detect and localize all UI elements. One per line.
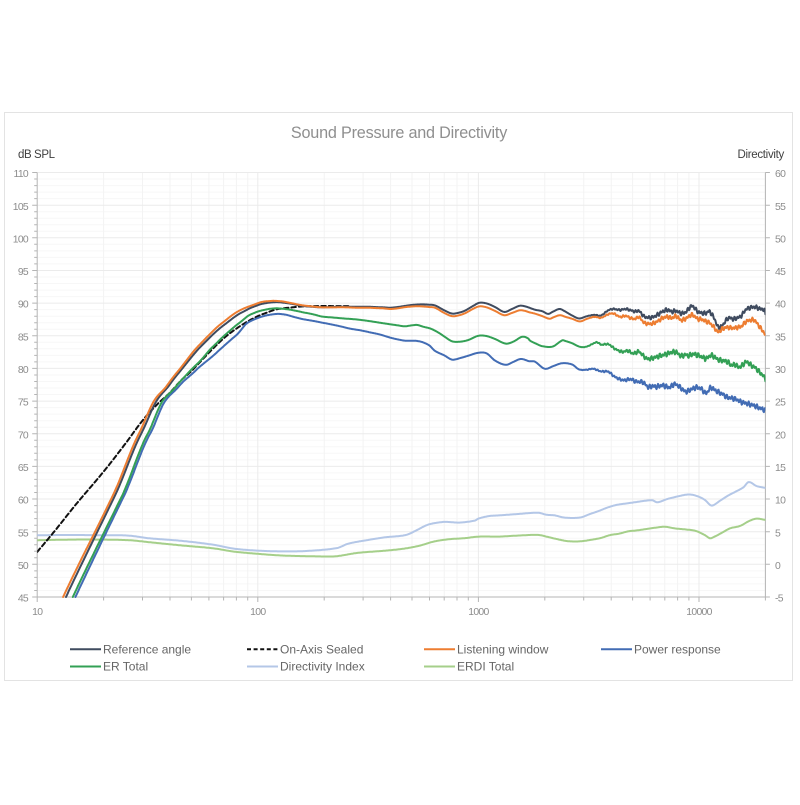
svg-text:60: 60 [18,496,29,507]
svg-text:80: 80 [18,365,29,376]
svg-text:35: 35 [775,332,786,343]
svg-text:45: 45 [18,594,29,605]
svg-text:30: 30 [775,365,786,376]
svg-text:75: 75 [18,398,29,409]
svg-text:dB SPL: dB SPL [18,149,56,161]
svg-text:5: 5 [775,528,781,539]
svg-text:0: 0 [775,561,781,572]
svg-text:ERDI Total: ERDI Total [457,660,514,674]
svg-text:Directivity: Directivity [737,149,784,161]
svg-text:45: 45 [775,267,786,278]
svg-text:50: 50 [775,234,786,245]
svg-text:15: 15 [775,463,786,474]
svg-text:90: 90 [18,300,29,311]
svg-text:1000: 1000 [468,607,489,618]
svg-text:Power response: Power response [634,642,721,656]
svg-text:100: 100 [250,607,266,618]
svg-text:55: 55 [775,202,786,213]
svg-text:105: 105 [13,202,29,213]
svg-text:On-Axis Sealed: On-Axis Sealed [280,642,363,656]
svg-text:10: 10 [32,607,43,618]
svg-text:55: 55 [18,528,29,539]
svg-text:10000: 10000 [686,607,712,618]
svg-text:Directivity Index: Directivity Index [280,660,365,674]
svg-text:25: 25 [775,398,786,409]
svg-text:85: 85 [18,332,29,343]
svg-text:100: 100 [13,234,29,245]
svg-text:60: 60 [775,169,786,180]
svg-text:Sound Pressure and Directivity: Sound Pressure and Directivity [291,124,508,142]
svg-text:ER Total: ER Total [103,660,148,674]
svg-text:70: 70 [18,430,29,441]
svg-text:10: 10 [775,496,786,507]
svg-text:Listening window: Listening window [457,642,549,656]
svg-text:40: 40 [775,300,786,311]
svg-text:20: 20 [775,430,786,441]
svg-text:110: 110 [14,169,29,180]
svg-text:65: 65 [18,463,29,474]
svg-text:50: 50 [18,561,29,572]
svg-text:-5: -5 [775,594,784,605]
svg-text:Reference angle: Reference angle [103,642,191,656]
svg-text:95: 95 [18,267,29,278]
